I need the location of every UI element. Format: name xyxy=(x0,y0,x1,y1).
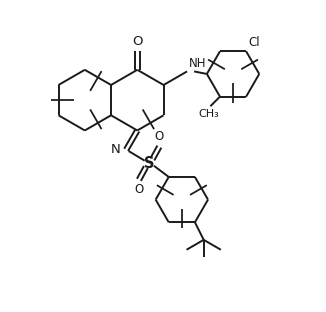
Text: O: O xyxy=(132,36,142,48)
Text: CH₃: CH₃ xyxy=(199,110,219,119)
Text: S: S xyxy=(144,156,155,171)
Text: N: N xyxy=(111,143,120,156)
Text: NH: NH xyxy=(189,57,206,70)
Text: O: O xyxy=(155,130,164,144)
Text: Cl: Cl xyxy=(249,36,260,49)
Text: O: O xyxy=(134,183,143,196)
